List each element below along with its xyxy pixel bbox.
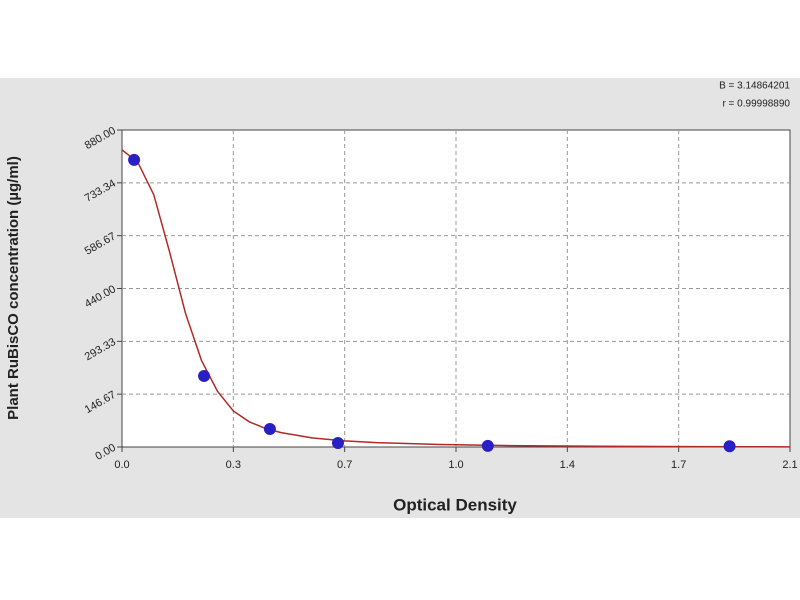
x-tick-label: 1.0 (448, 459, 463, 471)
annotation: r = 0.99998890 (722, 99, 790, 110)
annotation: B = 3.14864201 (719, 81, 790, 92)
data-point (198, 370, 211, 383)
x-tick-label: 0.3 (226, 459, 241, 471)
x-tick-label: 0.0 (114, 459, 129, 471)
x-axis-label: Optical Density (393, 495, 517, 514)
data-point (263, 422, 276, 435)
data-point (481, 439, 494, 452)
data-point (128, 153, 141, 166)
data-point (723, 440, 736, 453)
x-tick-label: 2.1 (782, 459, 797, 471)
x-tick-label: 1.7 (671, 459, 686, 471)
data-point (331, 437, 344, 450)
x-tick-label: 1.4 (560, 459, 575, 471)
y-axis-label: Plant RuBisCO concentration (µg/ml) (5, 156, 22, 420)
x-tick-label: 0.7 (337, 459, 352, 471)
